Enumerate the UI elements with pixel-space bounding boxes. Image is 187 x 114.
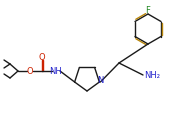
Text: F: F	[145, 5, 150, 14]
Text: NH: NH	[50, 67, 62, 76]
Text: N: N	[97, 75, 104, 84]
Text: O: O	[39, 52, 45, 61]
Text: O: O	[27, 67, 33, 76]
Text: NH₂: NH₂	[144, 71, 160, 80]
